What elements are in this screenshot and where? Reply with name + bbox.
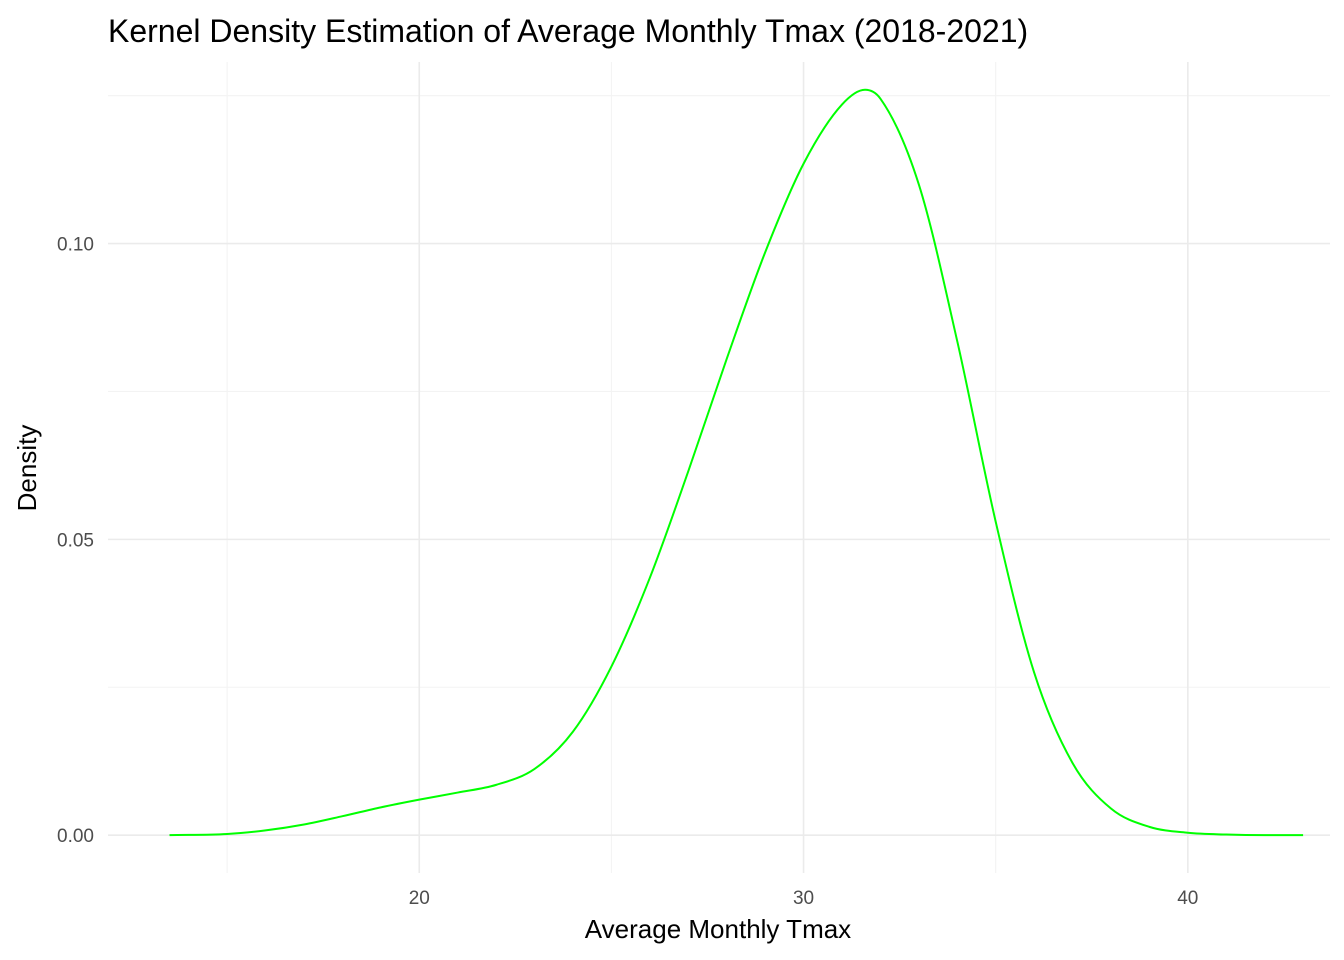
gridlines	[108, 62, 1330, 873]
y-axis-title: Density	[12, 425, 42, 512]
x-axis-title: Average Monthly Tmax	[585, 914, 851, 944]
chart-title: Kernel Density Estimation of Average Mon…	[108, 13, 1028, 49]
y-tick-label: 0.10	[57, 235, 94, 256]
y-tick-label: 0.00	[57, 826, 94, 847]
y-axis-tick-labels: 0.00 0.05 0.10	[57, 235, 94, 848]
y-tick-label: 0.05	[57, 530, 94, 551]
x-tick-label: 20	[409, 888, 430, 909]
x-axis-tick-labels: 20 30 40	[409, 888, 1199, 909]
density-curve	[169, 88, 1304, 837]
x-tick-label: 30	[793, 888, 814, 909]
x-tick-label: 40	[1177, 888, 1198, 909]
data-layer	[169, 88, 1304, 837]
